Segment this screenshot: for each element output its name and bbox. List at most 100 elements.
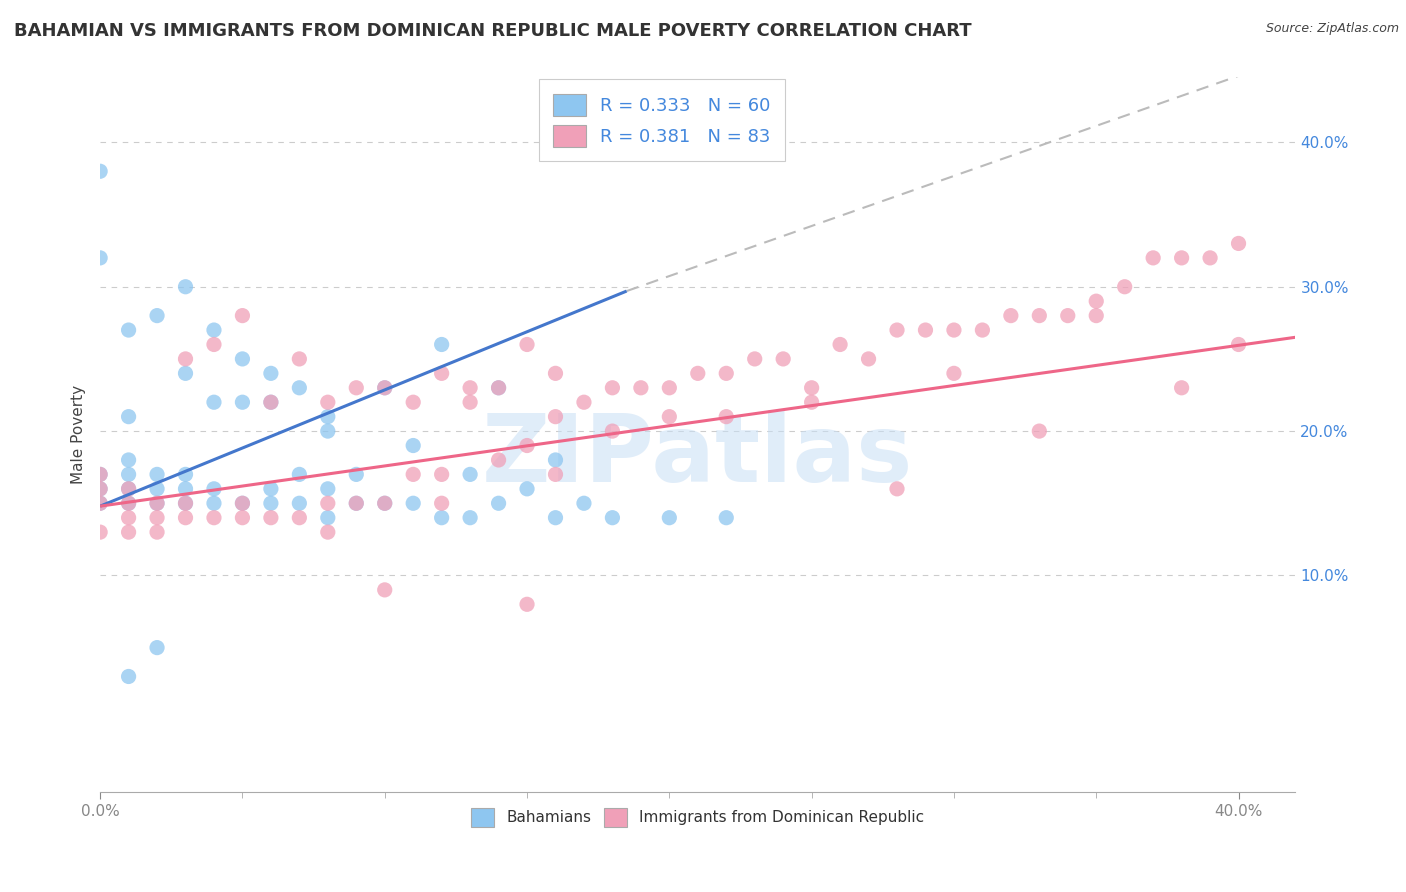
Point	[458, 510, 481, 524]
Point	[344, 381, 367, 395]
Point	[602, 381, 624, 395]
Legend: Bahamians, Immigrants from Dominican Republic: Bahamians, Immigrants from Dominican Rep…	[464, 800, 932, 834]
Point	[231, 351, 253, 366]
Point	[174, 279, 197, 293]
Point	[202, 395, 225, 409]
Point	[117, 409, 139, 424]
Point	[1199, 251, 1222, 265]
Point	[658, 510, 681, 524]
Point	[316, 482, 339, 496]
Point	[89, 164, 111, 178]
Point	[89, 525, 111, 540]
Point	[288, 496, 311, 510]
Point	[374, 496, 396, 510]
Point	[202, 496, 225, 510]
Point	[117, 453, 139, 467]
Point	[260, 367, 283, 381]
Point	[146, 510, 169, 524]
Point	[544, 453, 567, 467]
Point	[117, 482, 139, 496]
Point	[117, 496, 139, 510]
Point	[1028, 424, 1050, 438]
Point	[516, 482, 538, 496]
Point	[316, 525, 339, 540]
Point	[146, 467, 169, 482]
Point	[117, 510, 139, 524]
Point	[288, 467, 311, 482]
Point	[1227, 337, 1250, 351]
Point	[231, 510, 253, 524]
Point	[544, 510, 567, 524]
Point	[602, 510, 624, 524]
Point	[146, 640, 169, 655]
Point	[374, 381, 396, 395]
Point	[316, 395, 339, 409]
Point	[316, 496, 339, 510]
Point	[117, 496, 139, 510]
Point	[89, 467, 111, 482]
Point	[430, 496, 453, 510]
Point	[800, 381, 823, 395]
Point	[544, 409, 567, 424]
Point	[89, 467, 111, 482]
Point	[202, 482, 225, 496]
Point	[231, 496, 253, 510]
Point	[202, 510, 225, 524]
Point	[344, 496, 367, 510]
Point	[744, 351, 766, 366]
Text: Source: ZipAtlas.com: Source: ZipAtlas.com	[1265, 22, 1399, 36]
Point	[942, 367, 965, 381]
Point	[174, 467, 197, 482]
Point	[174, 367, 197, 381]
Point	[686, 367, 709, 381]
Point	[146, 496, 169, 510]
Point	[1000, 309, 1022, 323]
Point	[572, 395, 595, 409]
Point	[942, 323, 965, 337]
Point	[260, 395, 283, 409]
Point	[430, 467, 453, 482]
Point	[630, 381, 652, 395]
Point	[146, 482, 169, 496]
Point	[174, 510, 197, 524]
Point	[89, 496, 111, 510]
Point	[202, 323, 225, 337]
Point	[1114, 279, 1136, 293]
Point	[716, 367, 738, 381]
Point	[458, 467, 481, 482]
Point	[260, 482, 283, 496]
Point	[288, 510, 311, 524]
Point	[117, 669, 139, 683]
Y-axis label: Male Poverty: Male Poverty	[72, 385, 86, 484]
Point	[544, 467, 567, 482]
Text: ZIPatlas: ZIPatlas	[482, 410, 914, 502]
Point	[231, 309, 253, 323]
Point	[117, 525, 139, 540]
Point	[89, 251, 111, 265]
Point	[1085, 309, 1108, 323]
Point	[488, 496, 510, 510]
Point	[374, 381, 396, 395]
Point	[972, 323, 994, 337]
Point	[800, 395, 823, 409]
Point	[488, 381, 510, 395]
Point	[886, 323, 908, 337]
Point	[488, 381, 510, 395]
Text: BAHAMIAN VS IMMIGRANTS FROM DOMINICAN REPUBLIC MALE POVERTY CORRELATION CHART: BAHAMIAN VS IMMIGRANTS FROM DOMINICAN RE…	[14, 22, 972, 40]
Point	[316, 424, 339, 438]
Point	[174, 351, 197, 366]
Point	[430, 367, 453, 381]
Point	[658, 381, 681, 395]
Point	[89, 482, 111, 496]
Point	[858, 351, 880, 366]
Point	[1085, 294, 1108, 309]
Point	[146, 496, 169, 510]
Point	[572, 496, 595, 510]
Point	[458, 395, 481, 409]
Point	[544, 367, 567, 381]
Point	[117, 467, 139, 482]
Point	[288, 381, 311, 395]
Point	[402, 467, 425, 482]
Point	[374, 496, 396, 510]
Point	[260, 510, 283, 524]
